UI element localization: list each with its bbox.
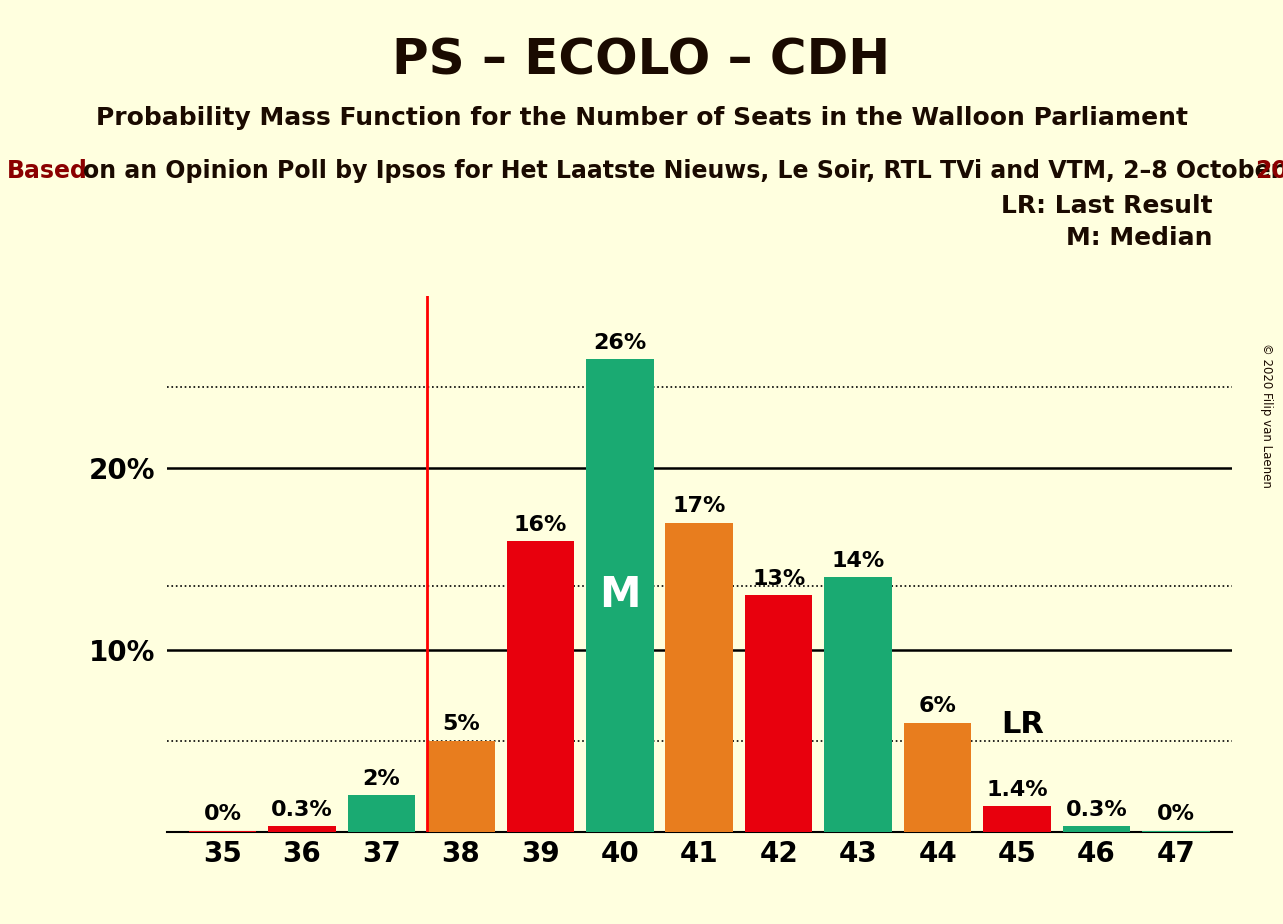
- Text: 16%: 16%: [513, 515, 567, 535]
- Text: 0.3%: 0.3%: [271, 800, 332, 820]
- Bar: [268, 826, 336, 832]
- Text: 2020: 2020: [1255, 159, 1283, 183]
- Text: M: Median: M: Median: [1066, 226, 1212, 250]
- Text: 0%: 0%: [204, 804, 241, 824]
- Bar: [507, 541, 574, 832]
- Text: 1.4%: 1.4%: [987, 780, 1048, 800]
- Bar: [903, 723, 971, 832]
- Text: 2%: 2%: [363, 769, 400, 789]
- Text: 0%: 0%: [1157, 804, 1194, 824]
- Text: 6%: 6%: [919, 697, 957, 716]
- Text: LR: Last Result: LR: Last Result: [1001, 194, 1212, 218]
- Text: 5%: 5%: [441, 714, 480, 735]
- Text: © 2020 Filip van Laenen: © 2020 Filip van Laenen: [1260, 344, 1273, 488]
- Text: on an Opinion Poll by Ipsos for Het Laatste Nieuws, Le Soir, RTL TVi and VTM, 2–: on an Opinion Poll by Ipsos for Het Laat…: [83, 159, 1283, 183]
- Text: 26%: 26%: [593, 333, 647, 353]
- Text: 0.3%: 0.3%: [1066, 800, 1128, 820]
- Text: 17%: 17%: [672, 496, 726, 517]
- Bar: [586, 359, 653, 832]
- Bar: [983, 806, 1051, 832]
- Text: LR: LR: [1001, 710, 1044, 739]
- Bar: [745, 595, 812, 832]
- Bar: [427, 741, 495, 832]
- Text: Based: Based: [6, 159, 87, 183]
- Text: M: M: [599, 575, 640, 616]
- Bar: [348, 796, 416, 832]
- Bar: [666, 523, 733, 832]
- Text: PS – ECOLO – CDH: PS – ECOLO – CDH: [393, 37, 890, 85]
- Bar: [825, 578, 892, 832]
- Text: 13%: 13%: [752, 569, 806, 590]
- Text: 14%: 14%: [831, 551, 885, 571]
- Bar: [1062, 826, 1130, 832]
- Text: Probability Mass Function for the Number of Seats in the Walloon Parliament: Probability Mass Function for the Number…: [95, 106, 1188, 130]
